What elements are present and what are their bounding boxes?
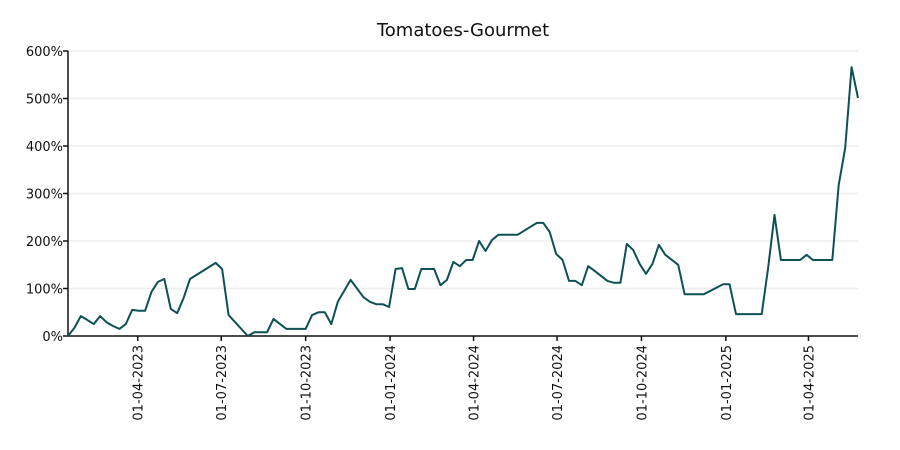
x-tick-label: 01-10-2023 (300, 345, 315, 421)
y-tick-label: 600% (26, 45, 63, 60)
x-tick-label: 01-04-2024 (468, 345, 483, 421)
y-tick-label: 0% (42, 330, 63, 345)
x-tick-label: 01-10-2024 (635, 345, 650, 421)
gridlines (68, 50, 858, 290)
x-tick-label: 01-07-2023 (215, 345, 230, 421)
x-tick-label: 01-07-2024 (551, 345, 566, 421)
x-tick-label: 01-01-2025 (720, 345, 735, 421)
series-layer (67, 66, 859, 337)
series-line (67, 66, 859, 337)
x-tick-label: 01-04-2023 (132, 345, 147, 421)
chart-title: Tomatoes-Gourmet (376, 20, 549, 41)
y-axis: 0% 100% 200% 300% 400% 500% 600% (26, 45, 69, 345)
x-axis: 01-04-2023 01-07-2023 01-10-2023 01-01-2024… (68, 335, 858, 421)
y-tick-label: 400% (26, 140, 63, 155)
y-tick-label: 200% (26, 235, 63, 250)
y-tick-label: 300% (26, 188, 63, 203)
y-tick-label: 500% (26, 93, 63, 108)
x-tick-label: 01-04-2025 (802, 345, 817, 421)
y-tick-label: 100% (26, 283, 63, 298)
x-tick-label: 01-01-2024 (384, 345, 399, 421)
